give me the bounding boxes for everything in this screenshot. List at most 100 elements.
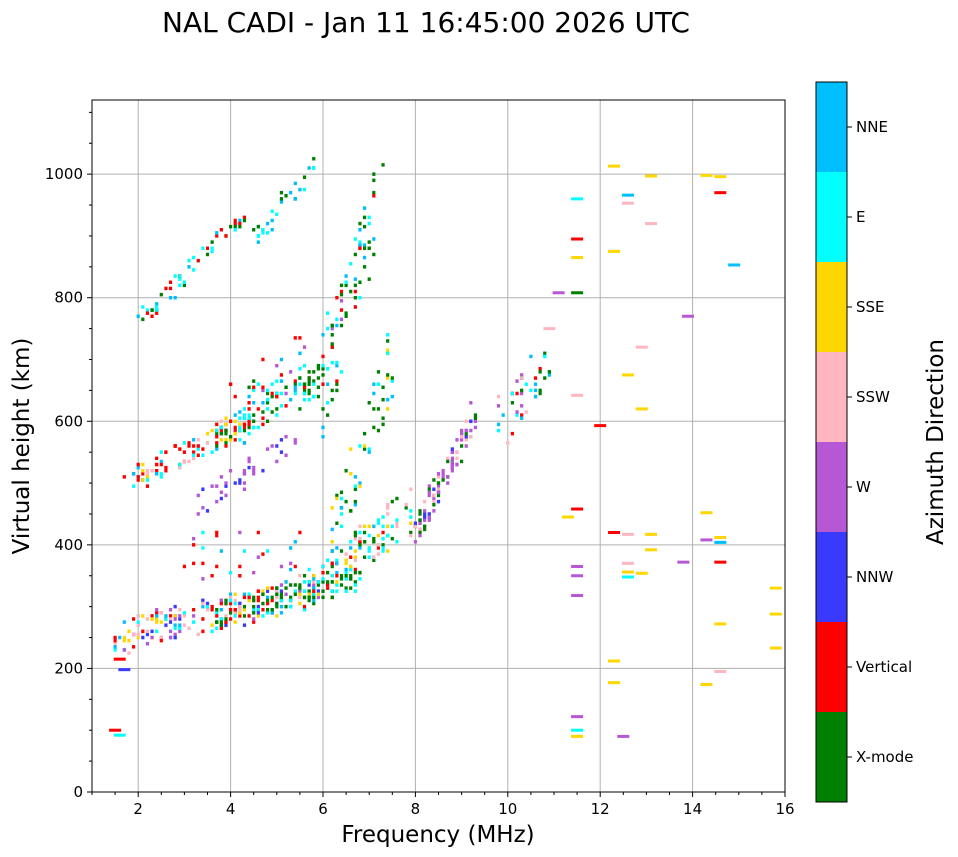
echo-point — [372, 391, 376, 396]
echo-point — [381, 422, 385, 427]
echo-point — [275, 379, 279, 383]
echo-point — [289, 561, 293, 566]
echo-point — [261, 552, 265, 556]
echo-point — [302, 607, 307, 612]
echo-point — [164, 468, 168, 473]
echo-point — [432, 496, 436, 501]
y-tick-label: 400 — [54, 536, 83, 554]
echo-point — [293, 197, 297, 201]
echo-point — [372, 190, 376, 195]
echo-point — [381, 549, 385, 553]
echo-point — [284, 586, 288, 590]
echo-point — [192, 453, 196, 458]
echo-point — [173, 626, 177, 631]
echo-point — [362, 224, 367, 229]
echo-point — [192, 620, 196, 624]
echo-point — [376, 546, 381, 550]
echo-point — [224, 416, 228, 420]
isolated-echo — [617, 734, 630, 738]
x-tick-label: 16 — [775, 800, 794, 818]
echo-point — [455, 462, 459, 467]
echo-point — [265, 601, 270, 606]
echo-point — [367, 546, 371, 550]
echo-point — [229, 607, 233, 612]
echo-point — [219, 475, 223, 479]
echo-point — [270, 382, 274, 386]
echo-point — [376, 370, 381, 374]
echo-point — [122, 475, 126, 479]
echo-point — [339, 370, 344, 374]
echo-point — [460, 438, 464, 442]
echo-point — [335, 589, 339, 593]
isolated-echo — [621, 201, 634, 205]
echo-point — [335, 546, 339, 550]
echo-point — [279, 592, 284, 597]
echo-point — [293, 438, 297, 442]
echo-point — [159, 459, 163, 464]
echo-point — [339, 583, 344, 587]
echo-point — [353, 533, 357, 538]
echo-point — [150, 635, 154, 640]
echo-point — [159, 462, 163, 467]
isolated-echo — [571, 564, 584, 568]
y-tick-label: 1000 — [45, 165, 83, 183]
echo-point — [330, 527, 334, 532]
echo-point — [275, 363, 279, 368]
echo-point — [339, 512, 344, 516]
isolated-echo — [608, 249, 621, 253]
echo-point — [312, 577, 316, 581]
echo-point — [298, 592, 302, 597]
echo-point — [312, 586, 316, 590]
echo-point — [182, 280, 186, 285]
echo-point — [335, 521, 339, 525]
echo-point — [520, 376, 524, 380]
echo-point — [376, 428, 381, 433]
isolated-echo — [571, 291, 584, 295]
echo-point — [279, 564, 284, 569]
echo-point — [339, 524, 344, 529]
echo-point — [289, 583, 293, 587]
echo-point — [247, 413, 251, 417]
echo-point — [201, 487, 205, 491]
echo-point — [252, 595, 256, 600]
echo-point — [270, 228, 274, 232]
echo-point — [381, 524, 385, 529]
echo-point — [543, 351, 547, 356]
echo-point — [460, 431, 464, 436]
isolated-echo — [571, 734, 584, 738]
x-tick-label: 8 — [411, 800, 421, 818]
echo-point — [127, 629, 131, 634]
echo-point — [168, 607, 173, 612]
echo-point — [205, 246, 210, 251]
echo-point — [182, 564, 186, 569]
echo-point — [307, 583, 311, 587]
echo-point — [335, 574, 339, 578]
echo-point — [395, 518, 399, 522]
echo-point — [386, 549, 390, 553]
echo-point — [275, 586, 279, 590]
echo-point — [326, 413, 330, 417]
echo-point — [326, 583, 330, 587]
echo-point — [131, 472, 136, 476]
echo-point — [358, 570, 362, 575]
isolated-echo — [714, 535, 727, 539]
echo-point — [219, 626, 223, 631]
echo-point — [372, 407, 376, 411]
colorbar-label: W — [856, 478, 871, 496]
echo-point — [372, 540, 376, 544]
echo-point — [233, 431, 237, 436]
echo-point — [358, 481, 362, 485]
echo-point — [131, 645, 136, 649]
echo-point — [265, 391, 270, 396]
echo-point — [279, 190, 284, 195]
echo-point — [173, 635, 177, 640]
echo-point — [358, 543, 362, 547]
echo-point — [358, 295, 362, 300]
echo-point — [386, 397, 390, 402]
echo-point — [145, 468, 150, 473]
echo-point — [238, 604, 242, 609]
echo-point — [187, 265, 191, 269]
echo-point — [242, 218, 247, 223]
echo-point — [136, 620, 140, 624]
echo-point — [289, 370, 293, 374]
